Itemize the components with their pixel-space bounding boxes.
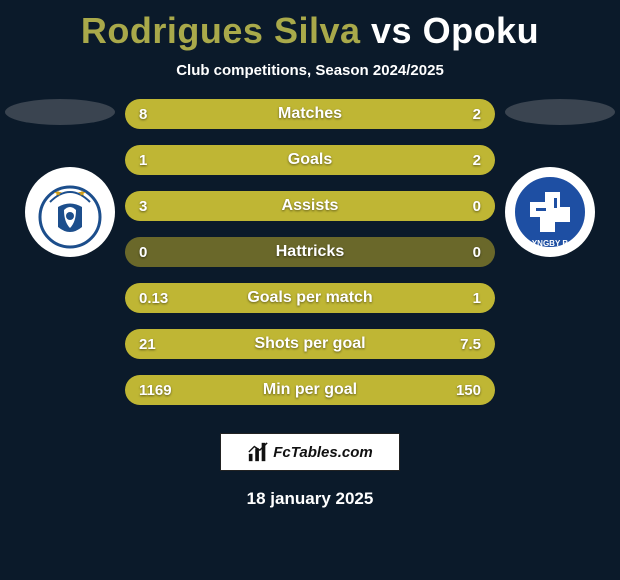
stat-value-right: 1 — [435, 290, 495, 307]
stat-row: 1169Min per goal150 — [125, 375, 495, 405]
stat-label: Shots per goal — [185, 335, 435, 353]
player1-shadow — [5, 99, 115, 125]
stat-row: 21Shots per goal7.5 — [125, 329, 495, 359]
stat-value-right: 150 — [435, 382, 495, 399]
stat-row: 0.13Goals per match1 — [125, 283, 495, 313]
date-text: 18 january 2025 — [0, 489, 620, 509]
chart-icon — [247, 441, 269, 463]
vs-text: vs — [371, 10, 412, 51]
subtitle: Club competitions, Season 2024/2025 — [0, 62, 620, 79]
team-badge-left — [25, 167, 115, 257]
stat-row: 1Goals2 — [125, 145, 495, 175]
stat-value-left: 1169 — [125, 382, 185, 399]
fctables-logo: FcTables.com — [220, 433, 400, 471]
stat-label: Hattricks — [185, 243, 435, 261]
svg-text:YNGBY B: YNGBY B — [532, 239, 569, 248]
stat-value-right: 7.5 — [435, 336, 495, 353]
stat-value-right: 0 — [435, 198, 495, 215]
stat-label: Min per goal — [185, 381, 435, 399]
lyngby-crest-icon: YNGBY B — [510, 172, 590, 252]
stat-label: Matches — [185, 105, 435, 123]
fctables-text: FcTables.com — [273, 444, 372, 461]
comparison-content: YNGBY B 8Matches21Goals23Assists00Hattri… — [0, 99, 620, 405]
player2-name: Opoku — [423, 10, 540, 51]
player2-shadow — [505, 99, 615, 125]
stat-label: Goals — [185, 151, 435, 169]
stat-value-right: 0 — [435, 244, 495, 261]
stat-value-left: 8 — [125, 106, 185, 123]
stat-value-left: 21 — [125, 336, 185, 353]
kobenhavn-crest-icon — [30, 172, 110, 252]
stat-value-left: 0.13 — [125, 290, 185, 307]
comparison-title: Rodrigues Silva vs Opoku — [0, 0, 620, 52]
stat-row: 8Matches2 — [125, 99, 495, 129]
stat-value-left: 3 — [125, 198, 185, 215]
team-badge-right: YNGBY B — [505, 167, 595, 257]
player1-name: Rodrigues Silva — [81, 10, 361, 51]
stat-value-right: 2 — [435, 152, 495, 169]
stat-rows: 8Matches21Goals23Assists00Hattricks00.13… — [125, 99, 495, 405]
stat-value-left: 1 — [125, 152, 185, 169]
stat-row: 3Assists0 — [125, 191, 495, 221]
stat-label: Goals per match — [185, 289, 435, 307]
stat-row: 0Hattricks0 — [125, 237, 495, 267]
stat-value-right: 2 — [435, 106, 495, 123]
stat-label: Assists — [185, 197, 435, 215]
stat-value-left: 0 — [125, 244, 185, 261]
